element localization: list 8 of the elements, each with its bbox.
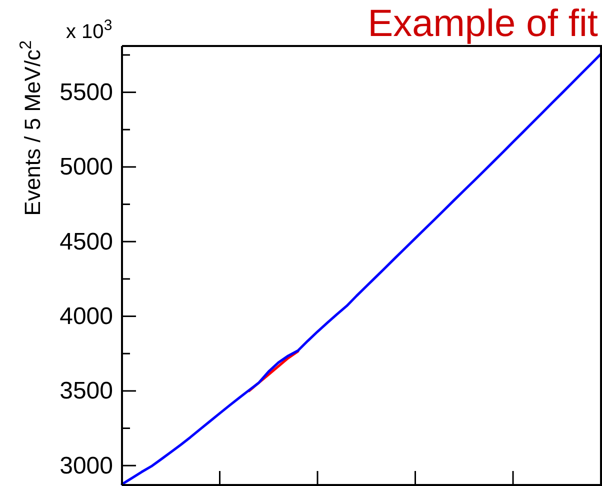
y-tick-label: 5500	[60, 78, 113, 106]
y-tick-label: 5000	[60, 154, 113, 181]
y-tick-label: 3000	[60, 452, 113, 480]
y-tick-label: 4000	[60, 302, 113, 330]
y-tick-label: 3500	[60, 378, 113, 405]
chart-title: Example of fit	[368, 3, 598, 45]
y-tick-label: 4500	[60, 228, 113, 256]
text: x 10$^{3}$	[66, 16, 112, 43]
